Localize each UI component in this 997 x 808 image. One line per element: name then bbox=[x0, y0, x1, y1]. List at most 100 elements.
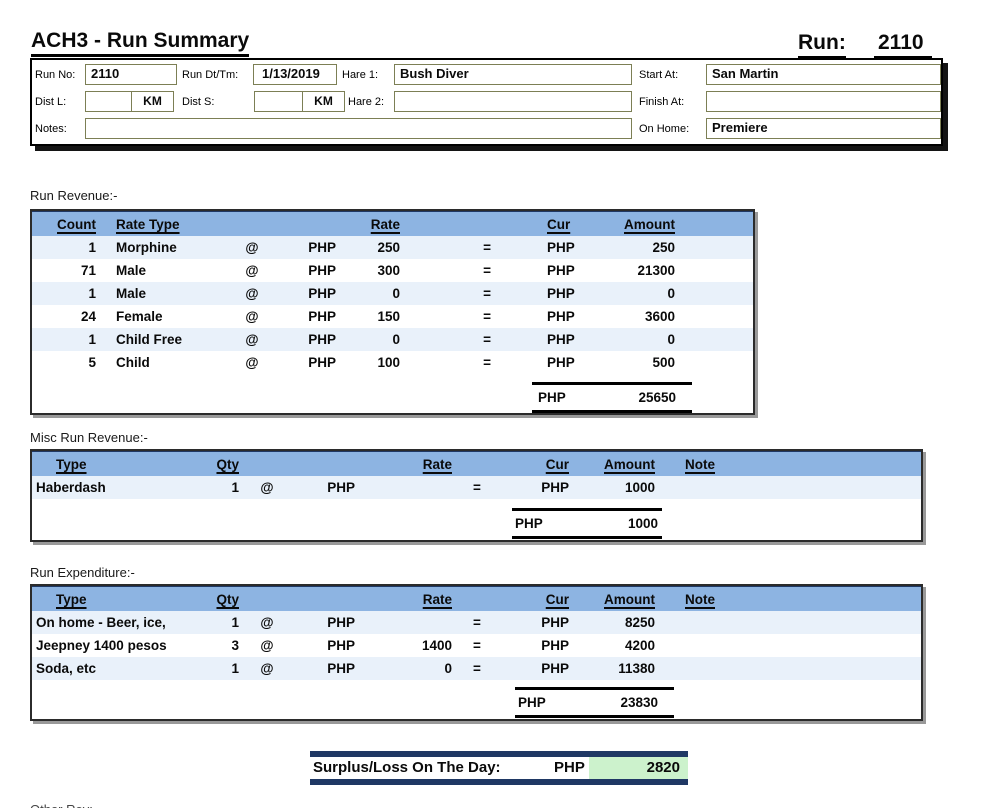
dist-s-field[interactable] bbox=[254, 91, 303, 112]
col-header-amount: Amount bbox=[624, 216, 675, 232]
total-amount: 23830 bbox=[620, 695, 658, 710]
table-row: Jeepney 1400 pesos 3 @ PHP 1400 = PHP 42… bbox=[32, 634, 921, 657]
cell-rate-type: Child Free bbox=[116, 332, 183, 347]
equals-symbol: = bbox=[483, 286, 491, 301]
page-title: ACH3 - Run Summary bbox=[31, 29, 250, 57]
cell-amount: 11380 bbox=[618, 661, 655, 676]
run-details-panel: Run No: 2110 Run Dt/Tm: 1/13/2019 Hare 1… bbox=[30, 58, 943, 146]
dist-l-unit: KM bbox=[131, 91, 174, 112]
cell-rate-currency: PHP bbox=[308, 240, 336, 255]
col-header-amount: Amount bbox=[604, 591, 655, 607]
cell-cur: PHP bbox=[547, 332, 575, 347]
cell-cur: PHP bbox=[547, 309, 575, 324]
run-no-field[interactable]: 2110 bbox=[85, 64, 177, 85]
table-header-row: Type Qty Rate Cur Amount Note bbox=[32, 451, 921, 476]
col-header-rate: Rate bbox=[422, 456, 452, 472]
cell-rate: 0 bbox=[392, 286, 400, 301]
cell-amount: 21300 bbox=[637, 263, 675, 278]
hare1-label: Hare 1: bbox=[342, 69, 379, 81]
cell-qty: 1 bbox=[231, 661, 239, 676]
total-amount: 1000 bbox=[627, 516, 658, 531]
cell-rate-currency: PHP bbox=[327, 638, 355, 653]
table-row: On home - Beer, ice, 1 @ PHP = PHP 8250 bbox=[32, 611, 921, 634]
table-row: Soda, etc 1 @ PHP 0 = PHP 11380 bbox=[32, 657, 921, 680]
run-label: Run: bbox=[798, 31, 846, 59]
cell-cur: PHP bbox=[541, 638, 569, 653]
cell-rate-currency: PHP bbox=[308, 355, 336, 370]
cell-count: 1 bbox=[88, 286, 96, 301]
equals-symbol: = bbox=[483, 240, 491, 255]
cell-qty: 3 bbox=[231, 638, 239, 653]
cell-rate-type: Child bbox=[116, 355, 150, 370]
cell-count: 1 bbox=[88, 332, 96, 347]
surplus-banner: Surplus/Loss On The Day: PHP 2820 bbox=[310, 751, 688, 785]
cell-rate: 0 bbox=[444, 661, 452, 676]
cell-type: Soda, etc bbox=[36, 661, 97, 676]
cell-rate-currency: PHP bbox=[308, 309, 336, 324]
table-row: 71 Male @ PHP 300 = PHP 21300 bbox=[32, 259, 753, 282]
cell-amount: 3600 bbox=[644, 309, 675, 324]
hare2-field[interactable] bbox=[394, 91, 632, 112]
at-symbol: @ bbox=[245, 309, 259, 324]
table-row: 5 Child @ PHP 100 = PHP 500 bbox=[32, 351, 753, 374]
expenditure-table: Type Qty Rate Cur Amount Note On home - … bbox=[30, 584, 923, 721]
col-header-note: Note bbox=[685, 456, 715, 472]
col-header-amount: Amount bbox=[604, 456, 655, 472]
col-header-qty: Qty bbox=[216, 456, 239, 472]
cell-count: 1 bbox=[88, 240, 96, 255]
cell-count: 24 bbox=[80, 309, 96, 324]
equals-symbol: = bbox=[473, 638, 481, 653]
equals-symbol: = bbox=[483, 309, 491, 324]
cell-rate-type: Male bbox=[116, 263, 147, 278]
cell-rate-currency: PHP bbox=[327, 480, 355, 495]
start-at-label: Start At: bbox=[639, 69, 679, 81]
run-revenue-section-label: Run Revenue:- bbox=[30, 188, 118, 203]
cell-amount: 0 bbox=[667, 286, 675, 301]
run-dttm-field[interactable]: 1/13/2019 bbox=[253, 64, 337, 85]
total-currency: PHP bbox=[515, 516, 543, 531]
col-header-rate-type: Rate Type bbox=[116, 216, 180, 232]
at-symbol: @ bbox=[260, 638, 274, 653]
surplus-amount: 2820 bbox=[589, 757, 688, 779]
col-header-rate: Rate bbox=[370, 216, 400, 232]
cell-count: 5 bbox=[88, 355, 96, 370]
notes-field[interactable] bbox=[85, 118, 632, 139]
cell-rate-type: Morphine bbox=[116, 240, 177, 255]
cell-rate: 250 bbox=[377, 240, 400, 255]
cell-amount: 0 bbox=[667, 332, 675, 347]
cell-rate-currency: PHP bbox=[308, 263, 336, 278]
col-header-cur: Cur bbox=[545, 591, 569, 607]
cell-rate: 150 bbox=[377, 309, 400, 324]
dist-s-label: Dist S: bbox=[182, 96, 215, 108]
on-home-label: On Home: bbox=[639, 123, 690, 135]
on-home-field[interactable]: Premiere bbox=[706, 118, 941, 139]
cell-rate-currency: PHP bbox=[327, 661, 355, 676]
dist-l-field[interactable] bbox=[85, 91, 132, 112]
equals-symbol: = bbox=[473, 615, 481, 630]
finish-at-field[interactable] bbox=[706, 91, 941, 112]
expenditure-section-label: Run Expenditure:- bbox=[30, 565, 135, 580]
col-header-type: Type bbox=[56, 456, 87, 472]
clipped-next-section-label: Other Rev:- bbox=[30, 802, 97, 808]
run-no-label: Run No: bbox=[35, 69, 76, 81]
at-symbol: @ bbox=[260, 615, 274, 630]
table-row: Haberdash 1 @ PHP = PHP 1000 bbox=[32, 476, 921, 499]
cell-rate: 0 bbox=[392, 332, 400, 347]
hare1-field[interactable]: Bush Diver bbox=[394, 64, 632, 85]
col-header-count: Count bbox=[57, 216, 96, 232]
cell-cur: PHP bbox=[547, 355, 575, 370]
equals-symbol: = bbox=[483, 263, 491, 278]
cell-cur: PHP bbox=[547, 240, 575, 255]
total-amount: 25650 bbox=[638, 390, 676, 405]
cell-type: On home - Beer, ice, bbox=[36, 615, 166, 630]
at-symbol: @ bbox=[260, 661, 274, 676]
table-header-row: Type Qty Rate Cur Amount Note bbox=[32, 586, 921, 611]
misc-revenue-total: PHP 1000 bbox=[512, 508, 662, 539]
run-number: 2110 bbox=[874, 31, 932, 59]
cell-rate: 300 bbox=[377, 263, 400, 278]
at-symbol: @ bbox=[245, 355, 259, 370]
surplus-currency: PHP bbox=[554, 759, 585, 776]
cell-amount: 250 bbox=[652, 240, 675, 255]
start-at-field[interactable]: San Martin bbox=[706, 64, 941, 85]
cell-rate-type: Female bbox=[116, 309, 163, 324]
